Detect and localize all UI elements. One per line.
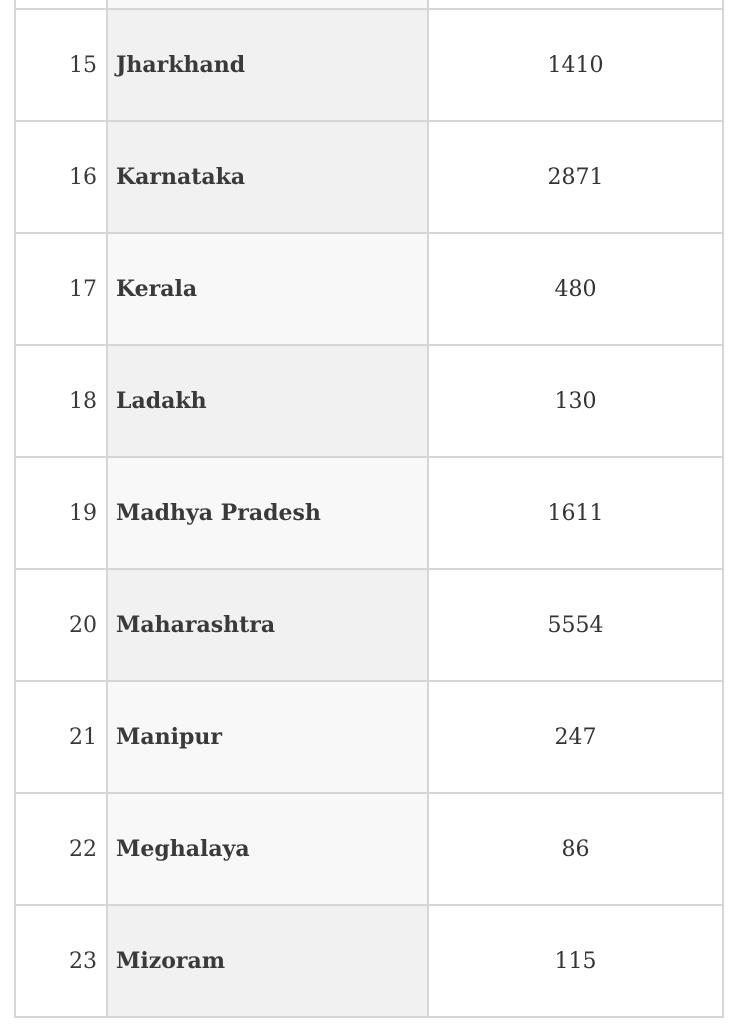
state-name: Kerala [106, 232, 429, 346]
table-row: 21 Manipur 247 [14, 680, 724, 794]
state-name: Manipur [106, 680, 429, 794]
row-number: 23 [14, 904, 108, 1018]
table-row: 23 Mizoram 115 [14, 904, 724, 1018]
row-value: 115 [427, 904, 724, 1018]
state-name: Meghalaya [106, 792, 429, 906]
row-number: 18 [14, 344, 108, 458]
row-number: 19 [14, 456, 108, 570]
row-number: 20 [14, 568, 108, 682]
row-value: 86 [427, 792, 724, 906]
state-name: Madhya Pradesh [106, 456, 429, 570]
table-row: 17 Kerala 480 [14, 232, 724, 346]
row-value: 2871 [427, 120, 724, 234]
state-name: Ladakh [106, 344, 429, 458]
table-row: 18 Ladakh 130 [14, 344, 724, 458]
state-name: Karnataka [106, 120, 429, 234]
row-value: 480 [427, 232, 724, 346]
state-name [106, 0, 429, 10]
state-name: Maharashtra [106, 568, 429, 682]
table-row: 15 Jharkhand 1410 [14, 8, 724, 122]
table-row [14, 0, 724, 10]
row-number [14, 0, 108, 10]
row-number: 22 [14, 792, 108, 906]
table-row: 22 Meghalaya 86 [14, 792, 724, 906]
row-number: 16 [14, 120, 108, 234]
table-row: 19 Madhya Pradesh 1611 [14, 456, 724, 570]
row-value [427, 0, 724, 10]
row-value: 247 [427, 680, 724, 794]
row-number: 17 [14, 232, 108, 346]
row-value: 1410 [427, 8, 724, 122]
row-value: 5554 [427, 568, 724, 682]
row-number: 21 [14, 680, 108, 794]
state-name: Mizoram [106, 904, 429, 1018]
state-data-table: 15 Jharkhand 1410 16 Karnataka 2871 17 K… [14, 0, 724, 1018]
row-number: 15 [14, 8, 108, 122]
table-row: 16 Karnataka 2871 [14, 120, 724, 234]
state-name: Jharkhand [106, 8, 429, 122]
row-value: 1611 [427, 456, 724, 570]
row-value: 130 [427, 344, 724, 458]
table-row: 20 Maharashtra 5554 [14, 568, 724, 682]
